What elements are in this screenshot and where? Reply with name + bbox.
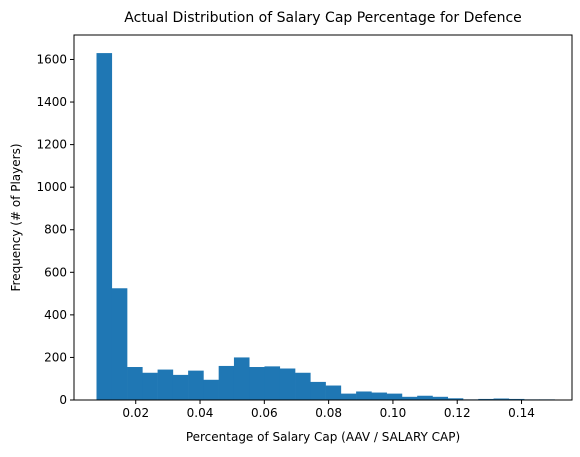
- histogram-bar: [340, 393, 357, 400]
- histogram-bar: [417, 395, 433, 400]
- y-tick-label: 1200: [36, 138, 67, 152]
- x-tick-label: 0.06: [251, 406, 278, 420]
- x-tick-label: 0.08: [315, 406, 342, 420]
- histogram-bar: [218, 365, 235, 400]
- histogram-bars: [96, 53, 555, 400]
- histogram-bar: [172, 374, 189, 400]
- histogram-bar: [356, 391, 372, 400]
- histogram-bar: [386, 393, 403, 400]
- x-tick-label: 0.12: [444, 406, 471, 420]
- histogram-bar: [447, 398, 464, 400]
- histogram-bar: [188, 370, 204, 400]
- histogram-bar: [127, 367, 143, 400]
- histogram-bar: [233, 357, 250, 400]
- histogram-bar: [493, 398, 510, 400]
- y-tick-label: 600: [44, 265, 67, 279]
- y-tick-label: 1600: [36, 52, 67, 66]
- histogram-bar: [203, 379, 219, 400]
- histogram-bar: [295, 372, 311, 400]
- x-tick-label: 0.02: [122, 406, 149, 420]
- x-tick-label: 0.10: [380, 406, 407, 420]
- histogram-bar: [432, 396, 449, 400]
- histogram-bar: [264, 366, 281, 400]
- histogram-bar: [371, 392, 387, 400]
- histogram-bar: [508, 398, 525, 400]
- histogram-bar: [325, 385, 342, 400]
- y-axis-label: Frequency (# of Players): [9, 143, 23, 291]
- histogram-bar: [157, 369, 174, 400]
- y-tick-label: 0: [59, 393, 67, 407]
- histogram-bar: [111, 288, 128, 400]
- plot-frame: [73, 34, 573, 401]
- histogram-bar: [142, 372, 158, 400]
- y-tick-label: 1000: [36, 180, 67, 194]
- histogram-bar: [478, 398, 494, 400]
- y-axis-ticks: 0 200 400 600 800 1000 1200 1400 1600: [36, 52, 74, 407]
- histogram-bar: [310, 381, 326, 400]
- y-tick-label: 200: [44, 350, 67, 364]
- y-tick-label: 400: [44, 308, 67, 322]
- x-tick-label: 0.14: [508, 406, 535, 420]
- x-axis-label: Percentage of Salary Cap (AAV / SALARY C…: [186, 430, 460, 444]
- y-tick-label: 800: [44, 223, 67, 237]
- histogram-bar: [249, 367, 265, 400]
- chart-title: Actual Distribution of Salary Cap Percen…: [124, 10, 522, 26]
- x-tick-label: 0.04: [187, 406, 214, 420]
- histogram-bar: [96, 53, 113, 400]
- x-axis-ticks: 0.02 0.04 0.06 0.08 0.10 0.12 0.14: [122, 400, 535, 420]
- histogram-bar: [279, 368, 296, 400]
- y-tick-label: 1400: [36, 95, 67, 109]
- histogram-bar: [401, 396, 418, 400]
